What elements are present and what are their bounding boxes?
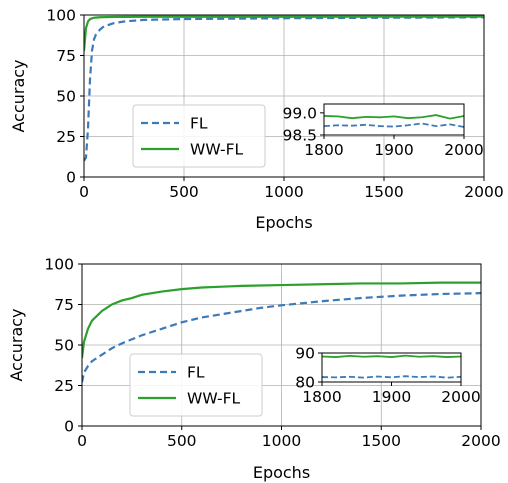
y-tick-label: 0 — [64, 418, 74, 436]
x-tick-label: 1000 — [262, 432, 301, 450]
legend-label: WW-FL — [190, 141, 244, 159]
chart-panel-2: 0 500 1000 1500 2000 0 25 50 75 100 Epochs Accuracy… — [7, 256, 501, 483]
inset-y-tick-label: 98.5 — [282, 127, 317, 145]
inset-x-tick-label: 1800 — [304, 141, 343, 159]
inset-series-line-fl — [323, 122, 465, 128]
x-tick-label: 2000 — [464, 183, 503, 201]
y-tick-label: 0 — [66, 169, 76, 187]
x-tick-label: 0 — [79, 183, 89, 201]
x-tick-label: 2000 — [461, 432, 500, 450]
inset-series-line-ww-fl — [321, 354, 462, 358]
x-tick-label: 500 — [169, 183, 199, 201]
legend-label: FL — [190, 115, 208, 133]
inset-x-tick-label: 1900 — [374, 141, 413, 159]
inset-chart: 1800 1900 2000 98.5 99.0 — [282, 103, 484, 159]
x-tick-label: 500 — [167, 432, 197, 450]
legend: FL WW-FL — [132, 104, 266, 168]
inset-y-tick-label: 99.0 — [282, 104, 317, 122]
legend-label: WW-FL — [187, 390, 241, 408]
inset-chart: 1800 1900 2000 80 90 — [295, 345, 480, 407]
inset-series-line-ww-fl — [323, 114, 465, 120]
y-axis-label: Accuracy — [7, 308, 26, 381]
x-axis-label: Epochs — [253, 463, 310, 482]
inset-series-line-fl — [321, 375, 462, 379]
y-tick-label: 25 — [54, 377, 74, 395]
inset-y-tick-label: 90 — [295, 345, 315, 363]
legend-box — [129, 353, 263, 417]
inset-x-tick-label: 2000 — [444, 141, 483, 159]
inset-background — [324, 104, 464, 135]
chart-panel-1: 0 500 1000 1500 2000 0 25 50 75 100 Epochs Accuracy… — [9, 7, 504, 233]
legend-label: FL — [187, 364, 205, 382]
x-tick-label: 1000 — [264, 183, 303, 201]
y-tick-label: 75 — [56, 47, 76, 65]
y-tick-label: 50 — [56, 88, 76, 106]
series-line-ww-fl — [84, 15, 484, 51]
series-line-fl — [82, 292, 481, 383]
series-line-ww-fl — [82, 281, 481, 359]
series-line-fl — [84, 16, 484, 162]
y-tick-label: 25 — [56, 128, 76, 146]
x-tick-label: 0 — [77, 432, 87, 450]
inset-x-tick-label: 1800 — [302, 388, 341, 406]
x-tick-label: 1500 — [364, 183, 403, 201]
legend: FL WW-FL — [129, 353, 263, 417]
x-axis-label: Epochs — [255, 213, 312, 232]
legend-box — [132, 104, 266, 168]
x-tick-label: 1500 — [362, 432, 401, 450]
y-axis-label: Accuracy — [9, 59, 28, 132]
y-tick-label: 50 — [54, 337, 74, 355]
y-tick-label: 75 — [54, 296, 74, 314]
y-tick-label: 100 — [44, 256, 74, 274]
y-tick-label: 100 — [46, 7, 76, 25]
inset-x-tick-label: 2000 — [441, 388, 480, 406]
inset-y-tick-label: 80 — [295, 374, 315, 392]
inset-x-tick-label: 1900 — [372, 388, 411, 406]
